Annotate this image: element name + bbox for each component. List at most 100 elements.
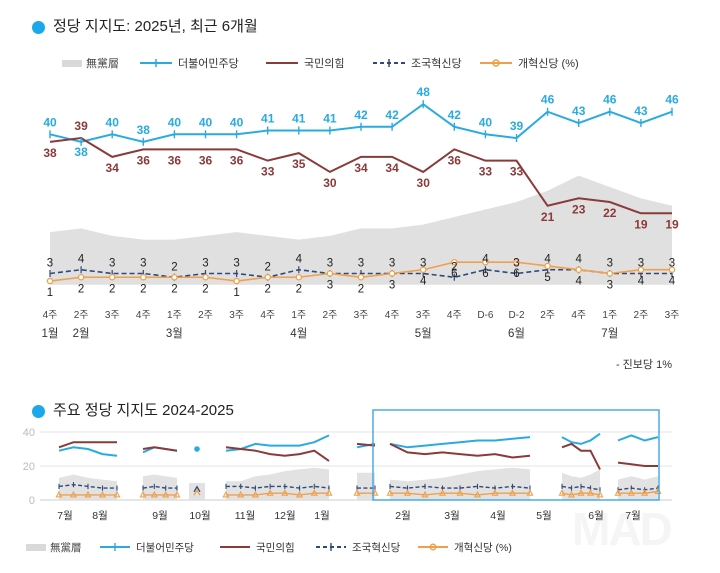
svg-text:35: 35 <box>292 157 306 171</box>
svg-text:40: 40 <box>479 115 493 129</box>
svg-text:20: 20 <box>23 461 35 473</box>
svg-text:34: 34 <box>354 161 368 175</box>
svg-text:40: 40 <box>168 115 182 129</box>
svg-text:34: 34 <box>106 161 120 175</box>
svg-text:3주: 3주 <box>229 310 244 321</box>
svg-text:42: 42 <box>448 108 462 122</box>
svg-text:4: 4 <box>544 254 551 266</box>
svg-text:국민의힘: 국민의힘 <box>256 542 295 554</box>
svg-text:MAD: MAD <box>572 503 672 555</box>
svg-text:3주: 3주 <box>416 310 431 321</box>
svg-text:46: 46 <box>541 93 555 107</box>
svg-text:3: 3 <box>140 257 146 269</box>
svg-text:4주: 4주 <box>571 310 586 321</box>
svg-text:2: 2 <box>264 261 270 273</box>
svg-text:40: 40 <box>43 115 57 129</box>
svg-text:4: 4 <box>420 276 427 288</box>
svg-text:2월: 2월 <box>395 510 411 522</box>
svg-text:4주: 4주 <box>447 310 462 321</box>
svg-text:3주: 3주 <box>354 310 369 321</box>
svg-text:41: 41 <box>261 112 275 126</box>
svg-text:3: 3 <box>420 257 426 269</box>
svg-text:33: 33 <box>510 165 524 179</box>
svg-text:36: 36 <box>168 153 182 167</box>
svg-text:4주: 4주 <box>136 310 151 321</box>
svg-text:2: 2 <box>202 283 208 295</box>
svg-text:38: 38 <box>74 145 88 159</box>
svg-text:46: 46 <box>603 93 617 107</box>
svg-text:3월: 3월 <box>444 510 460 522</box>
svg-text:3: 3 <box>669 257 675 269</box>
svg-text:3: 3 <box>389 257 395 269</box>
svg-text:5: 5 <box>544 272 550 284</box>
svg-text:33: 33 <box>479 165 493 179</box>
svg-text:0: 0 <box>29 495 35 507</box>
svg-text:2: 2 <box>264 283 270 295</box>
svg-text:3: 3 <box>109 257 115 269</box>
svg-text:2: 2 <box>171 261 177 273</box>
svg-text:39: 39 <box>510 119 524 133</box>
svg-text:38: 38 <box>137 123 151 137</box>
svg-text:19: 19 <box>665 217 679 231</box>
svg-text:2: 2 <box>296 283 302 295</box>
svg-text:3: 3 <box>327 257 333 269</box>
svg-text:48: 48 <box>417 85 431 99</box>
svg-text:2: 2 <box>109 283 115 295</box>
svg-text:40: 40 <box>230 115 244 129</box>
svg-text:2: 2 <box>171 283 177 295</box>
svg-text:11월: 11월 <box>235 510 256 522</box>
svg-text:4: 4 <box>296 254 303 266</box>
svg-text:9월: 9월 <box>152 510 168 522</box>
svg-text:40: 40 <box>23 427 35 439</box>
svg-text:4: 4 <box>78 254 85 266</box>
svg-text:36: 36 <box>448 153 462 167</box>
svg-text:40: 40 <box>106 115 120 129</box>
svg-text:4주: 4주 <box>385 310 400 321</box>
svg-text:7월: 7월 <box>625 510 641 522</box>
svg-text:3주: 3주 <box>665 310 680 321</box>
svg-text:42: 42 <box>354 108 368 122</box>
svg-text:4: 4 <box>669 276 676 288</box>
svg-text:3: 3 <box>47 257 53 269</box>
svg-text:5월: 5월 <box>415 327 432 340</box>
svg-text:2: 2 <box>140 283 146 295</box>
svg-text:6: 6 <box>482 268 488 280</box>
svg-text:6: 6 <box>451 268 457 280</box>
svg-text:2주: 2주 <box>540 310 555 321</box>
svg-text:43: 43 <box>572 104 586 118</box>
svg-text:4: 4 <box>575 276 582 288</box>
svg-text:40: 40 <box>199 115 213 129</box>
svg-text:1월: 1월 <box>314 510 330 522</box>
svg-text:1주: 1주 <box>167 310 182 321</box>
svg-text:30: 30 <box>323 176 337 190</box>
svg-text:39: 39 <box>74 119 88 133</box>
svg-text:1: 1 <box>47 287 53 299</box>
svg-text:조국혁신당: 조국혁신당 <box>352 542 401 554</box>
svg-text:D-2: D-2 <box>508 310 525 321</box>
svg-text:2: 2 <box>78 283 84 295</box>
svg-text:3: 3 <box>358 257 364 269</box>
svg-text:22: 22 <box>603 206 617 220</box>
svg-text:36: 36 <box>230 153 244 167</box>
svg-text:2주: 2주 <box>198 310 213 321</box>
svg-text:D-6: D-6 <box>477 310 494 321</box>
svg-text:3: 3 <box>202 257 208 269</box>
svg-text:2주: 2주 <box>634 310 649 321</box>
svg-text:23: 23 <box>572 202 586 216</box>
svg-text:4월: 4월 <box>290 327 307 340</box>
svg-text:8월: 8월 <box>92 510 108 522</box>
svg-text:1월: 1월 <box>42 327 59 340</box>
svg-text:3: 3 <box>607 257 613 269</box>
svg-text:34: 34 <box>385 161 399 175</box>
svg-text:2주: 2주 <box>323 310 338 321</box>
svg-text:4: 4 <box>482 254 489 266</box>
svg-text:2: 2 <box>358 283 364 295</box>
svg-text:4: 4 <box>575 254 582 266</box>
svg-text:3: 3 <box>607 279 613 291</box>
svg-text:3: 3 <box>638 257 644 269</box>
svg-text:43: 43 <box>634 104 648 118</box>
svg-text:1: 1 <box>233 287 239 299</box>
svg-text:6월: 6월 <box>588 510 604 522</box>
svg-text:無黨層: 無黨層 <box>50 541 82 554</box>
svg-text:1주: 1주 <box>602 310 617 321</box>
